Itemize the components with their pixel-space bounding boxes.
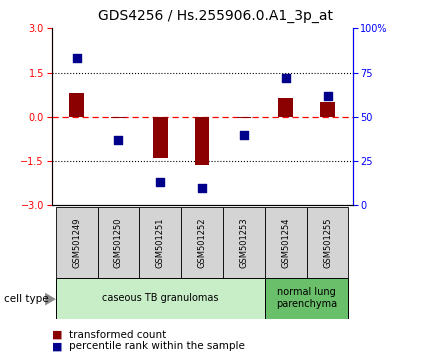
Bar: [139, 207, 181, 278]
Bar: [278, 98, 293, 117]
Bar: [265, 278, 348, 319]
Text: ■: ■: [52, 341, 62, 351]
Bar: [56, 207, 98, 278]
Text: GSM501254: GSM501254: [281, 217, 290, 268]
Text: GSM501255: GSM501255: [323, 217, 332, 268]
Bar: [307, 207, 348, 278]
Point: [240, 132, 247, 137]
Text: GSM501249: GSM501249: [72, 217, 81, 268]
Bar: [181, 207, 223, 278]
Polygon shape: [45, 293, 56, 306]
Text: normal lung
parenchyma: normal lung parenchyma: [276, 287, 337, 309]
Bar: [223, 207, 265, 278]
Bar: [237, 117, 251, 118]
Point: [199, 185, 206, 190]
Bar: [265, 207, 307, 278]
Point: [282, 75, 289, 81]
Text: percentile rank within the sample: percentile rank within the sample: [69, 341, 245, 351]
Text: GSM501252: GSM501252: [198, 217, 206, 268]
Point: [157, 179, 164, 185]
Bar: [98, 207, 139, 278]
Point: [324, 93, 331, 98]
Text: cell type: cell type: [4, 294, 49, 304]
Bar: [153, 117, 168, 158]
Bar: [56, 278, 265, 319]
Bar: [320, 102, 335, 117]
Text: GDS4256 / Hs.255906.0.A1_3p_at: GDS4256 / Hs.255906.0.A1_3p_at: [98, 9, 332, 23]
Text: GSM501250: GSM501250: [114, 217, 123, 268]
Text: GSM501251: GSM501251: [156, 217, 165, 268]
Bar: [69, 93, 84, 117]
Bar: [111, 117, 126, 118]
Text: ■: ■: [52, 330, 62, 339]
Point: [115, 137, 122, 143]
Text: transformed count: transformed count: [69, 330, 166, 339]
Text: caseous TB granulomas: caseous TB granulomas: [102, 293, 218, 303]
Text: GSM501253: GSM501253: [240, 217, 249, 268]
Point: [73, 56, 80, 61]
Bar: [195, 117, 209, 166]
